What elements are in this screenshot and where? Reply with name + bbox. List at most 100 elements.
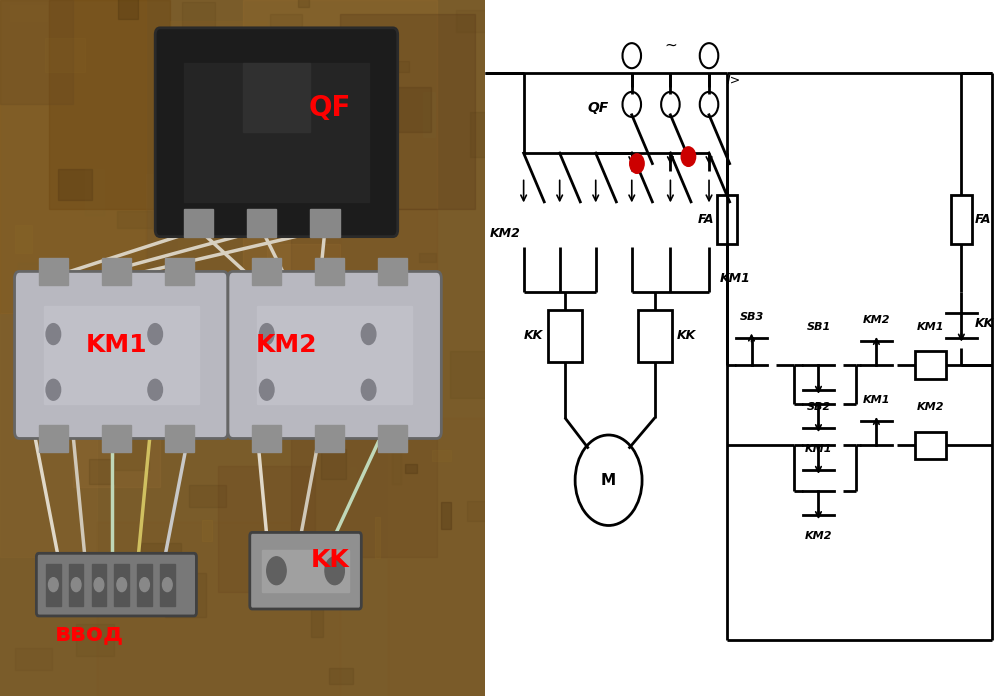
Bar [638, 310, 672, 362]
Text: KM2: KM2 [863, 315, 890, 325]
Bar [385, 319, 413, 346]
Circle shape [259, 379, 274, 400]
Bar [375, 516, 380, 557]
Bar [242, 0, 436, 278]
Text: I>: I> [727, 74, 741, 86]
Bar [178, 227, 208, 256]
Text: ~: ~ [664, 38, 677, 53]
Text: QF: QF [309, 94, 351, 122]
Bar [467, 501, 491, 521]
Bar [441, 502, 451, 529]
Bar [310, 209, 340, 237]
Circle shape [148, 324, 162, 345]
Bar [46, 564, 61, 606]
Circle shape [148, 379, 162, 400]
Circle shape [325, 557, 344, 585]
Bar [207, 120, 245, 127]
Bar [270, 14, 302, 45]
Bar [297, 577, 313, 599]
Bar [69, 564, 83, 606]
Bar [118, 0, 138, 19]
Text: KK: KK [974, 317, 994, 330]
Circle shape [140, 578, 149, 592]
Bar [311, 593, 323, 638]
Bar [165, 425, 194, 452]
Bar [456, 10, 496, 32]
Bar [160, 564, 175, 606]
Bar [184, 63, 369, 202]
Text: KK: KK [524, 329, 543, 342]
Circle shape [681, 147, 696, 166]
Bar [381, 525, 406, 557]
Bar [257, 306, 412, 404]
Bar [89, 459, 114, 484]
Bar [39, 425, 68, 452]
Bar [76, 624, 114, 656]
Bar [102, 425, 131, 452]
Text: KM2: KM2 [805, 531, 832, 541]
Bar [262, 550, 349, 592]
Bar [239, 324, 261, 332]
Bar [0, 0, 73, 104]
Text: FA: FA [698, 213, 714, 226]
Bar [158, 144, 187, 188]
Bar [0, 0, 146, 313]
Bar [419, 253, 436, 262]
FancyBboxPatch shape [36, 553, 196, 616]
Text: SB3: SB3 [739, 312, 764, 322]
FancyBboxPatch shape [155, 28, 398, 237]
Circle shape [94, 578, 104, 592]
Text: ввод: ввод [55, 622, 124, 645]
Bar [137, 564, 152, 606]
Bar [243, 104, 273, 141]
Bar [951, 195, 972, 244]
Bar [121, 394, 155, 411]
FancyBboxPatch shape [250, 532, 361, 609]
Text: KM1: KM1 [863, 395, 890, 405]
Circle shape [361, 379, 376, 400]
Bar [165, 258, 194, 285]
Bar [18, 262, 42, 271]
Circle shape [71, 578, 81, 592]
Bar [58, 169, 92, 200]
FancyBboxPatch shape [15, 271, 228, 438]
Bar [247, 209, 276, 237]
Bar [4, 618, 35, 626]
Bar [393, 87, 431, 132]
Bar [392, 61, 409, 72]
Bar [146, 174, 340, 418]
Bar [115, 436, 149, 470]
Bar [267, 244, 340, 383]
Bar [915, 432, 946, 459]
Bar [184, 209, 213, 237]
Circle shape [117, 578, 127, 592]
Text: KK: KK [310, 548, 349, 572]
Circle shape [259, 324, 274, 345]
Bar [102, 258, 131, 285]
Text: KM1: KM1 [719, 272, 750, 285]
Bar [388, 418, 485, 696]
Bar [92, 564, 106, 606]
Bar [242, 63, 310, 132]
Bar [85, 169, 104, 215]
Circle shape [162, 578, 172, 592]
Text: M: M [601, 473, 616, 488]
Bar [315, 425, 344, 452]
Bar [392, 448, 401, 484]
Text: QF: QF [587, 101, 609, 115]
Bar [315, 258, 344, 285]
Bar [359, 189, 391, 211]
Bar [0, 313, 97, 557]
Bar [252, 425, 281, 452]
Bar [432, 450, 451, 461]
Bar [329, 668, 353, 684]
Bar [45, 38, 85, 72]
Text: FA: FA [974, 213, 991, 226]
Circle shape [267, 557, 286, 585]
Bar [354, 137, 361, 159]
Bar [291, 209, 436, 557]
Text: KK: KK [677, 329, 696, 342]
Bar [15, 648, 52, 670]
Text: SB2: SB2 [806, 402, 831, 412]
Text: KM2: KM2 [490, 227, 521, 239]
